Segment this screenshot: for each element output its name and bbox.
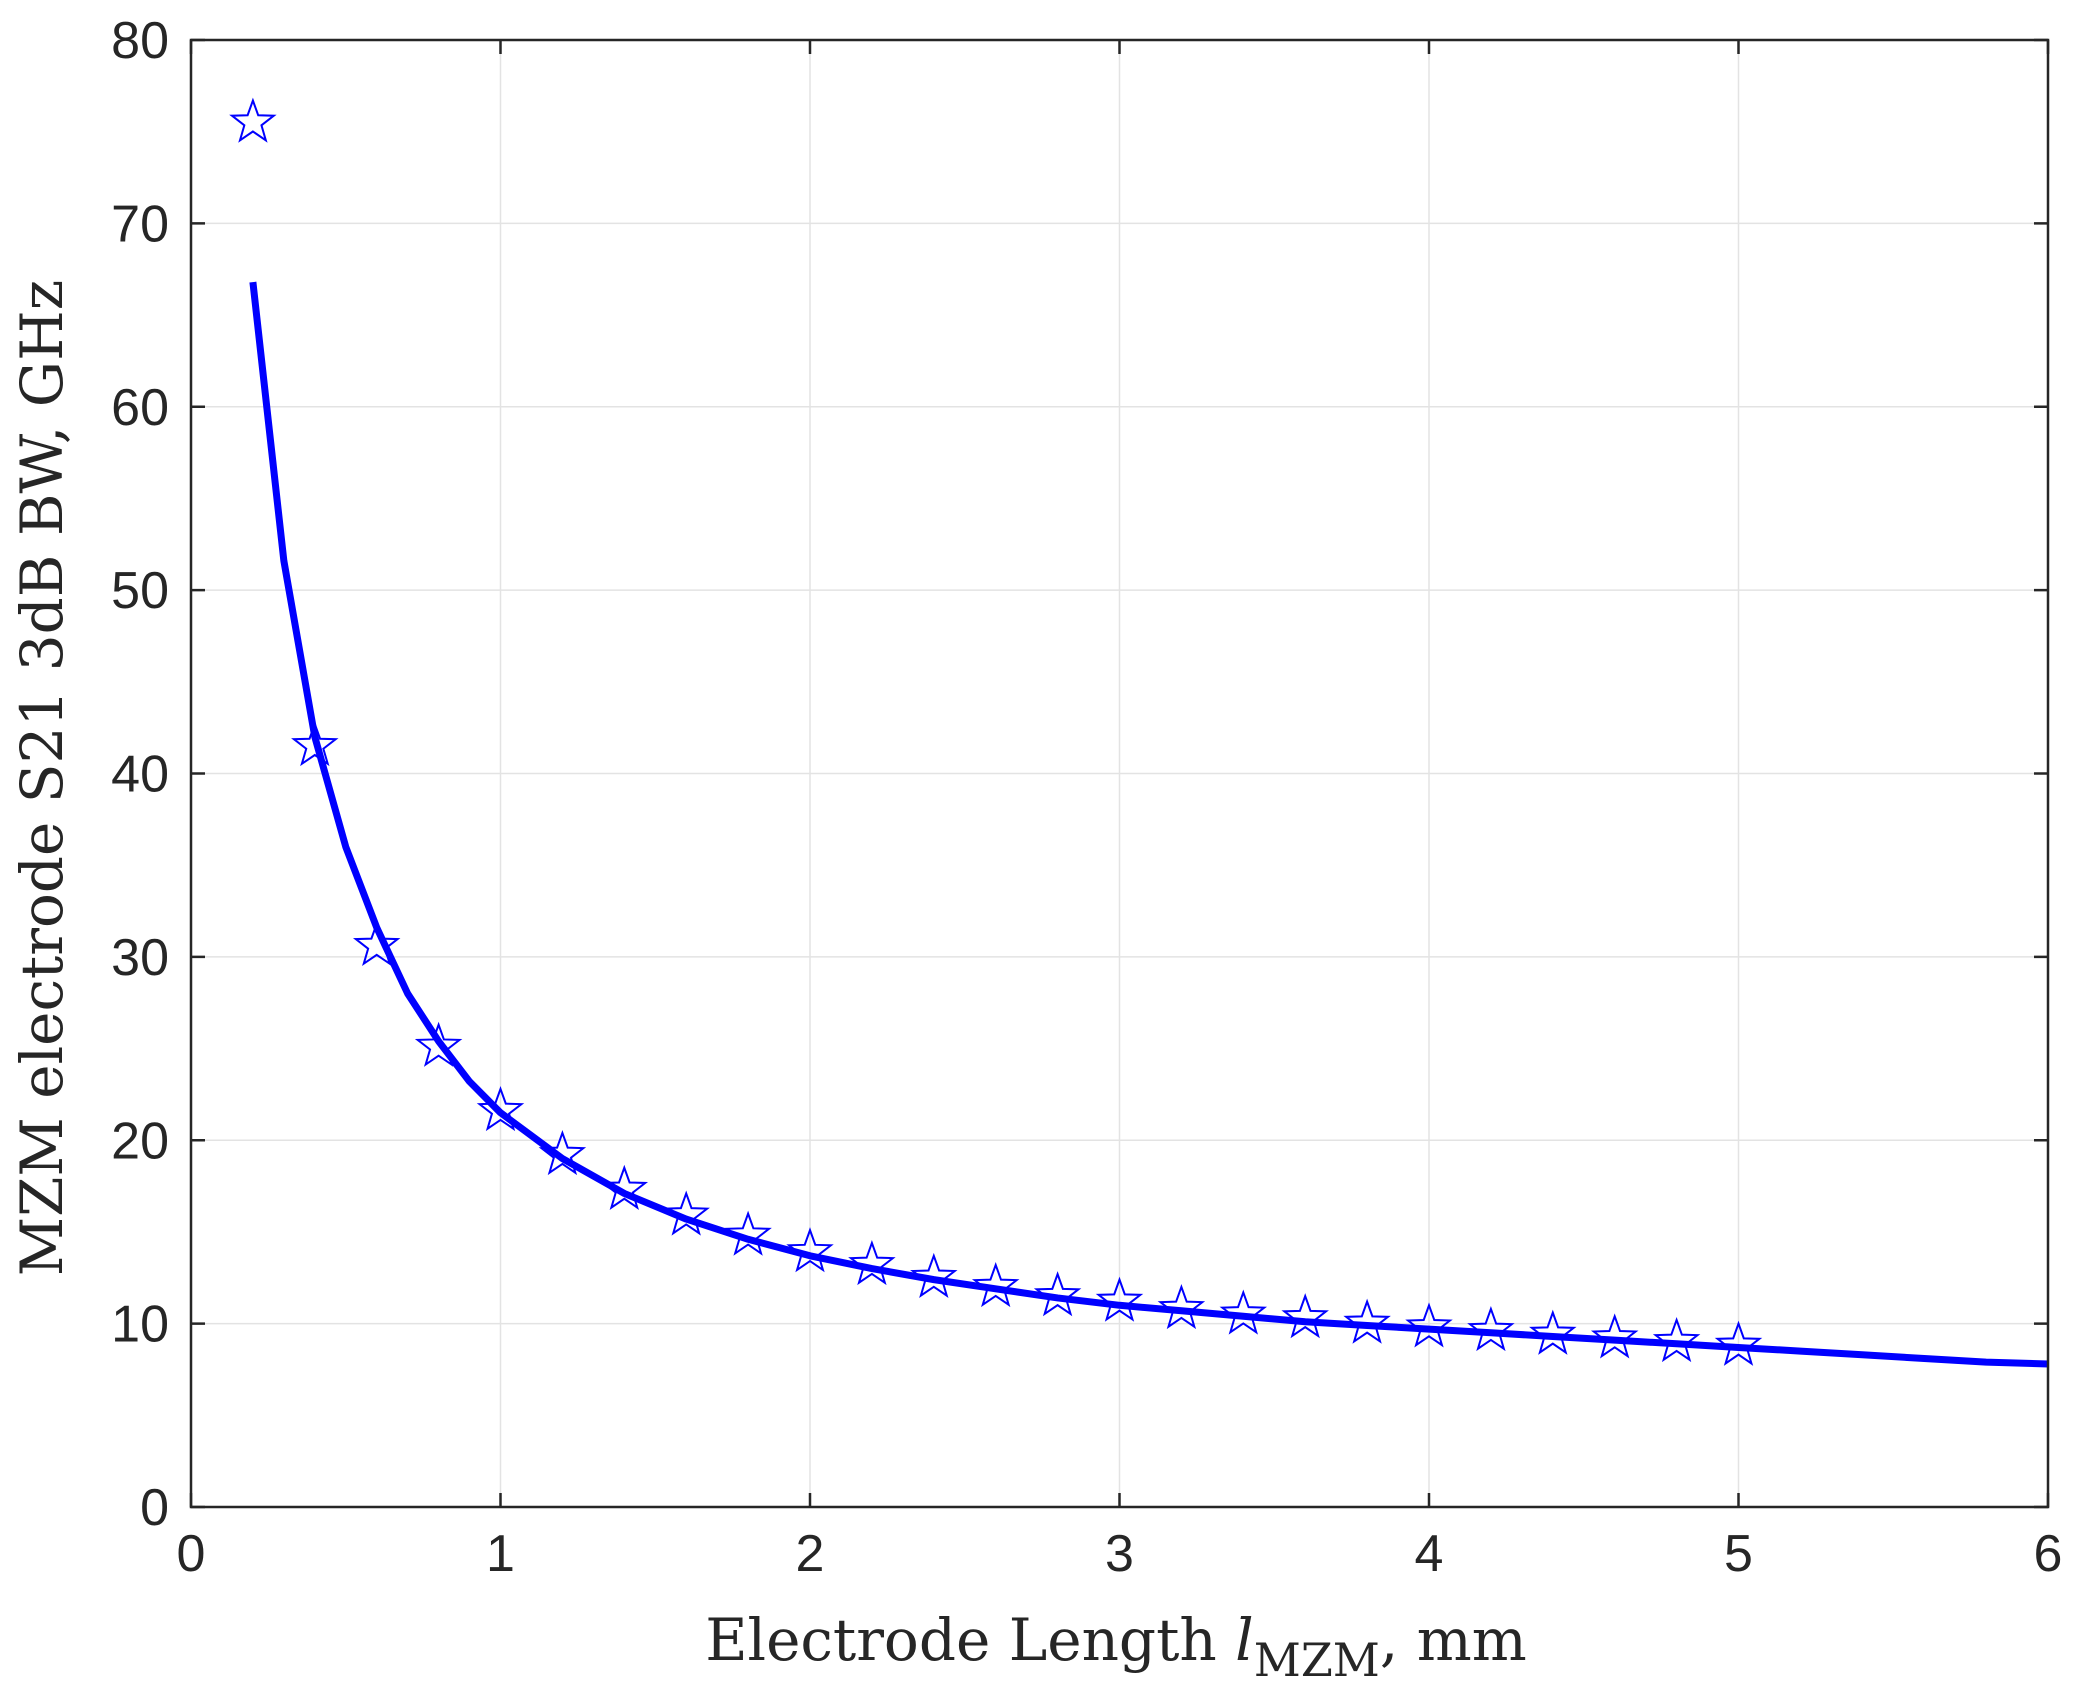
x-tick-label: 3 — [1105, 1525, 1134, 1583]
star-marker — [1529, 1309, 1577, 1355]
x-tick-label: 2 — [796, 1525, 825, 1583]
star-marker — [600, 1164, 649, 1210]
star-marker — [414, 1021, 463, 1067]
star-marker — [1219, 1289, 1268, 1335]
x-tick-label: 0 — [177, 1525, 206, 1583]
y-tick-label: 30 — [111, 929, 169, 987]
star-marker — [476, 1085, 525, 1132]
x-tick-label: 6 — [2034, 1525, 2063, 1583]
y-tick-label: 20 — [111, 1112, 169, 1170]
star-marker — [229, 97, 277, 143]
x-tick-label: 4 — [1415, 1525, 1444, 1583]
grid — [191, 40, 2048, 1507]
y-axis-label: MZM electrode S21 3dB BW, GHz — [8, 280, 76, 1277]
x-tick-label: 5 — [1724, 1525, 1753, 1583]
y-tick-label: 50 — [111, 562, 169, 620]
axis-ticks — [189, 38, 2050, 1509]
star-marker — [786, 1227, 834, 1273]
y-tick-label: 70 — [111, 195, 169, 253]
y-tick-labels: 0 10 20 30 40 50 60 70 80 — [111, 12, 169, 1537]
x-axis-label: Electrode Length lMZM, mm — [705, 1606, 1527, 1687]
star-marker — [1281, 1293, 1329, 1339]
star-marker — [910, 1252, 958, 1298]
y-tick-label: 10 — [111, 1296, 169, 1354]
star-marker — [1467, 1306, 1515, 1352]
star-marker — [1033, 1271, 1082, 1317]
y-tick-label: 40 — [111, 746, 169, 804]
star-marker — [1652, 1317, 1701, 1363]
star-marker — [291, 721, 339, 767]
star-marker — [971, 1261, 1020, 1308]
y-tick-label: 0 — [140, 1479, 169, 1537]
star-marker — [724, 1210, 772, 1256]
star-marker — [1590, 1313, 1639, 1359]
star-marker — [1343, 1298, 1391, 1344]
x-tick-label: 1 — [486, 1525, 515, 1583]
star-marker — [1714, 1320, 1763, 1366]
star-marker — [1095, 1276, 1144, 1322]
bandwidth-fit-curve — [249, 281, 2049, 1368]
fit-line — [249, 281, 2049, 1368]
star-marker — [1157, 1283, 1206, 1330]
star-marker — [662, 1190, 710, 1236]
star-marker — [538, 1129, 587, 1176]
y-tick-label: 80 — [111, 12, 169, 70]
bandwidth-data-markers — [229, 97, 1763, 1366]
star-marker — [848, 1239, 896, 1286]
x-tick-labels: 0 1 2 3 4 5 6 — [177, 1525, 2063, 1583]
star-marker — [1405, 1302, 1453, 1348]
y-tick-label: 60 — [111, 379, 169, 437]
star-marker — [352, 920, 401, 967]
